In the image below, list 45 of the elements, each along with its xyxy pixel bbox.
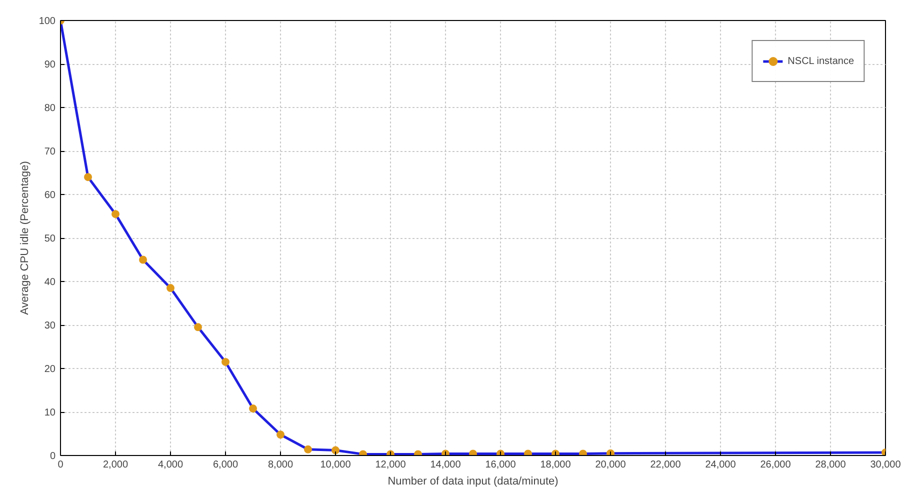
point [276, 430, 284, 439]
x-tick-label: 16,000 [485, 460, 516, 470]
y-tick-label: 30 [44, 320, 56, 332]
x-tick-label: 14,000 [430, 460, 462, 470]
y-tick-label: 50 [44, 234, 56, 244]
point [222, 358, 230, 366]
x-tick-label: 30,000 [870, 460, 902, 470]
y-tick-label: 70 [44, 146, 56, 158]
point [332, 446, 340, 454]
point [194, 323, 202, 332]
legend-label: NSCL instance [788, 56, 854, 66]
point [579, 450, 587, 456]
point [112, 210, 120, 218]
point [84, 173, 92, 182]
x-tick-label: 24,000 [705, 460, 736, 470]
y-tick-label: 0 [50, 451, 56, 462]
point [249, 404, 257, 413]
x-tick-label: 8,000 [268, 460, 294, 470]
point [606, 449, 614, 456]
x-tick-label: 12,000 [375, 460, 406, 470]
line-series [60, 20, 886, 456]
x-tick-label: 28,000 [815, 460, 846, 470]
point [469, 450, 477, 456]
x-tick-label: 26,000 [760, 460, 792, 470]
y-axis-title: Average CPU idle (Percentage) [18, 161, 31, 315]
y-tick-label: 80 [44, 103, 56, 114]
y-tick-label: 10 [44, 408, 56, 418]
x-tick-label: 22,000 [650, 460, 682, 470]
point [139, 256, 147, 264]
x-tick-label: 4,000 [158, 460, 184, 470]
x-tick-label: 0 [58, 460, 64, 470]
y-tick-label: 20 [44, 364, 56, 375]
y-tick-label: 90 [44, 60, 56, 70]
x-tick-label: 20,000 [595, 460, 626, 470]
x-tick-label: 18,000 [540, 460, 572, 470]
x-tick-label: 6,000 [212, 460, 238, 470]
point [304, 445, 312, 454]
x-tick-label: 10,000 [320, 460, 352, 470]
x-tick-label: 2,000 [102, 460, 128, 470]
point [524, 450, 532, 456]
y-tick-label: 60 [44, 190, 56, 201]
point [166, 284, 174, 292]
y-tick-label: 40 [44, 277, 56, 288]
y-tick-label: 100 [38, 16, 56, 27]
x-axis-title: Number of data input (data/minute) [388, 476, 558, 488]
